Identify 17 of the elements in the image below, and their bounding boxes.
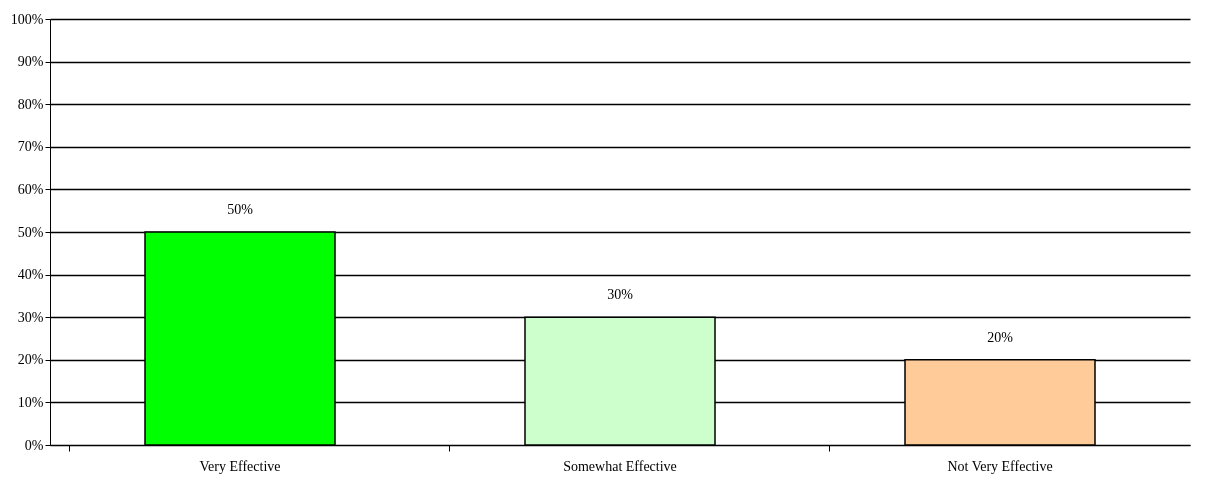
- data-label: 20%: [987, 329, 1014, 345]
- y-tick-label: 30%: [17, 309, 44, 325]
- y-tick-label: 100%: [10, 11, 44, 27]
- y-tick-label: 90%: [17, 54, 44, 70]
- y-tick-label: 80%: [17, 96, 44, 112]
- x-tick-label: Very Effective: [199, 458, 281, 474]
- y-tick-label: 70%: [17, 139, 44, 155]
- y-tick-label: 60%: [17, 181, 44, 197]
- x-tick-label: Not Very Effective: [947, 458, 1053, 474]
- y-tick-label: 50%: [17, 224, 44, 240]
- y-tick-label: 40%: [17, 267, 44, 283]
- y-tick-label: 20%: [17, 352, 44, 368]
- data-label: 50%: [227, 202, 254, 217]
- x-tick-label: Somewhat Effective: [563, 458, 677, 474]
- data-label: 30%: [607, 287, 634, 303]
- y-tick-label: 0%: [24, 437, 44, 453]
- y-tick-label: 10%: [17, 394, 44, 410]
